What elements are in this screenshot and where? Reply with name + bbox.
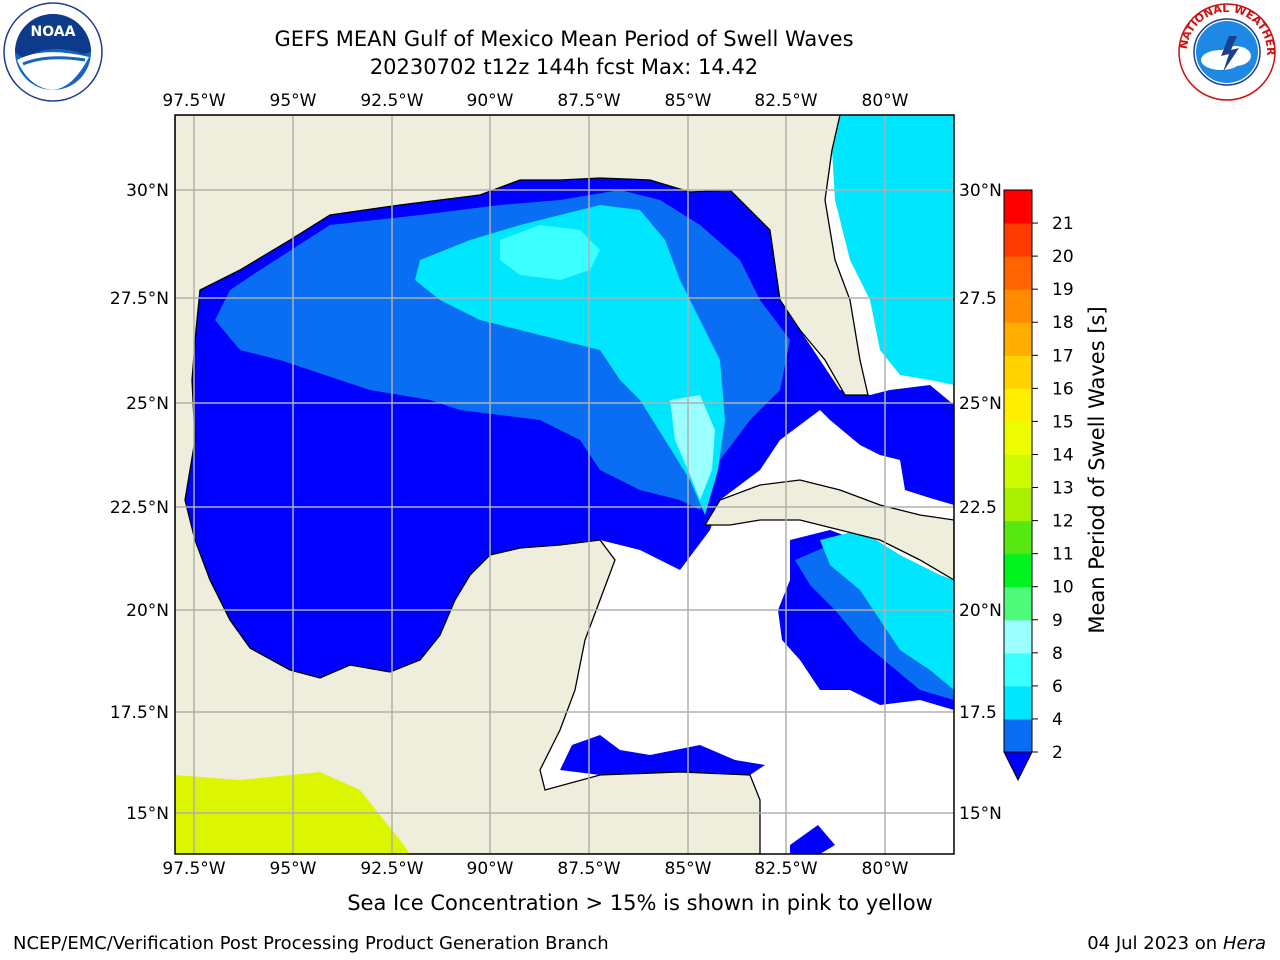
lon-label-bottom: 95°W — [270, 859, 317, 879]
colorbar-swatch — [1004, 454, 1032, 489]
chart-subtitle: 20230702 t12z 144h fcst Max: 14.42 — [369, 55, 759, 79]
colorbar-tick-label: 15 — [1052, 412, 1074, 432]
colorbar-tick-label: 2 — [1052, 743, 1063, 763]
colorbar-tick-label: 9 — [1052, 611, 1063, 631]
colorbar-tick-label: 21 — [1052, 214, 1074, 234]
colorbar-tick-label: 4 — [1052, 710, 1063, 730]
swell-field-8-9s — [500, 225, 600, 280]
map-panel — [175, 115, 954, 854]
colorbar-tick-label: 6 — [1052, 677, 1063, 697]
colorbar-tick-label: 8 — [1052, 644, 1063, 664]
swell-field-6-8s — [415, 205, 725, 515]
colorbar-extend-arrow — [1003, 751, 1033, 782]
colorbar-swatch — [1004, 586, 1032, 621]
lon-label-bottom: 85°W — [665, 859, 712, 879]
land-cuba — [703, 479, 954, 581]
colorbar: 2 4 6 8 9 10 11 12 13 14 15 16 17 18 19 20 21 — [1003, 189, 1074, 782]
colorbar-swatch — [1004, 388, 1032, 422]
lon-label-bottom: 92.5°W — [360, 859, 423, 879]
lat-label-right: 20°N — [959, 601, 1002, 621]
colorbar-tick-label: 18 — [1052, 313, 1074, 333]
colorbar-tick-label: 10 — [1052, 578, 1074, 598]
chart-title: GEFS MEAN Gulf of Mexico Mean Period of … — [274, 27, 854, 51]
footer-host: Hera — [1222, 933, 1266, 954]
lon-label-bottom: 87.5°W — [557, 859, 620, 879]
swell-field-6-8s-atlantic — [832, 115, 954, 385]
colorbar-tick-label: 11 — [1052, 545, 1074, 565]
lon-label-top: 97.5°W — [162, 91, 225, 111]
nws-logo: NATIONAL WEATHER SERVICE — [1177, 2, 1277, 101]
land-us-mexico — [175, 115, 869, 854]
lat-labels-left: 30°N 27.5°N 25°N 22.5°N 20°N 17.5°N 15°N — [110, 181, 169, 824]
lat-label-left: 30°N — [126, 181, 169, 201]
colorbar-tick-label: 14 — [1052, 445, 1074, 465]
lon-label-bottom: 82.5°W — [754, 859, 817, 879]
lon-label-bottom: 90°W — [467, 859, 514, 879]
lat-label-left: 22.5°N — [110, 498, 169, 518]
colorbar-swatch — [1004, 487, 1032, 522]
lat-label-right: 17.5 — [959, 703, 997, 723]
colorbar-swatch — [1004, 256, 1032, 290]
colorbar-swatch — [1004, 289, 1032, 323]
lat-label-right: 22.5 — [959, 498, 997, 518]
colorbar-frame — [1003, 189, 1033, 753]
colorbar-swatch — [1004, 421, 1032, 455]
lon-label-top: 90°W — [467, 91, 514, 111]
lat-label-left: 27.5°N — [110, 289, 169, 309]
colorbar-swatch — [1004, 223, 1032, 257]
colorbar-swatch — [1004, 652, 1032, 687]
lon-label-bottom: 80°W — [862, 859, 909, 879]
lon-labels-bottom: 97.5°W 95°W 92.5°W 90°W 87.5°W 85°W 82.5°W 80°W — [162, 859, 908, 879]
lon-label-top: 85°W — [665, 91, 712, 111]
swell-field-8-9s-b — [670, 395, 715, 500]
lat-label-right: 30°N — [959, 181, 1002, 201]
colorbar-tick-label: 13 — [1052, 479, 1074, 499]
footer-credit: NCEP/EMC/Verification Post Processing Pr… — [13, 933, 609, 954]
lat-label-left: 15°N — [126, 804, 169, 824]
lat-label-right: 25°N — [959, 394, 1002, 414]
lon-label-bottom: 97.5°W — [162, 859, 225, 879]
lon-label-top: 82.5°W — [754, 91, 817, 111]
lat-label-left: 20°N — [126, 601, 169, 621]
swell-field-2-4s-south — [560, 735, 765, 775]
lat-label-right: 15°N — [959, 804, 1002, 824]
map-frame — [174, 114, 955, 855]
colorbar-swatch — [1004, 355, 1032, 389]
lat-labels-right: 30°N 27.5 25°N 22.5 20°N 17.5 15°N — [959, 181, 1002, 824]
colorbar-swatch — [1004, 685, 1032, 720]
lon-label-top: 80°W — [862, 91, 909, 111]
colorbar-tick-label: 12 — [1052, 512, 1074, 532]
colorbar-swatch — [1004, 520, 1032, 555]
lat-label-left: 25°N — [126, 394, 169, 414]
colorbar-swatch — [1004, 619, 1032, 654]
lat-label-left: 17.5°N — [110, 703, 169, 723]
noaa-logo: NOAA — [3, 2, 103, 102]
lon-label-top: 87.5°W — [557, 91, 620, 111]
swell-field-2-4s-south2 — [790, 825, 835, 854]
colorbar-tick-label: 16 — [1052, 379, 1074, 399]
sea-ice-note: Sea Ice Concentration > 15% is shown in … — [347, 891, 933, 915]
lat-label-right: 27.5 — [959, 289, 997, 309]
colorbar-swatch — [1004, 190, 1032, 224]
colorbar-swatch — [1004, 553, 1032, 588]
colorbar-swatch — [1004, 322, 1032, 356]
lon-label-top: 95°W — [270, 91, 317, 111]
colorbar-label: Mean Period of Swell Waves [s] — [1085, 306, 1109, 634]
lon-label-top: 92.5°W — [360, 91, 423, 111]
colorbar-tick-label: 19 — [1052, 280, 1074, 300]
lon-labels-top: 97.5°W 95°W 92.5°W 90°W 87.5°W 85°W 82.5°W 80°W — [162, 91, 908, 111]
colorbar-tick-label: 20 — [1052, 247, 1074, 267]
colorbar-swatch — [1004, 718, 1032, 753]
footer-date-text: 04 Jul 2023 on — [1087, 933, 1223, 954]
gridlines — [175, 115, 954, 854]
colorbar-tick-label: 17 — [1052, 346, 1074, 366]
noaa-logo-text: NOAA — [31, 24, 76, 40]
footer-date: 04 Jul 2023 on Hera — [1087, 933, 1266, 954]
